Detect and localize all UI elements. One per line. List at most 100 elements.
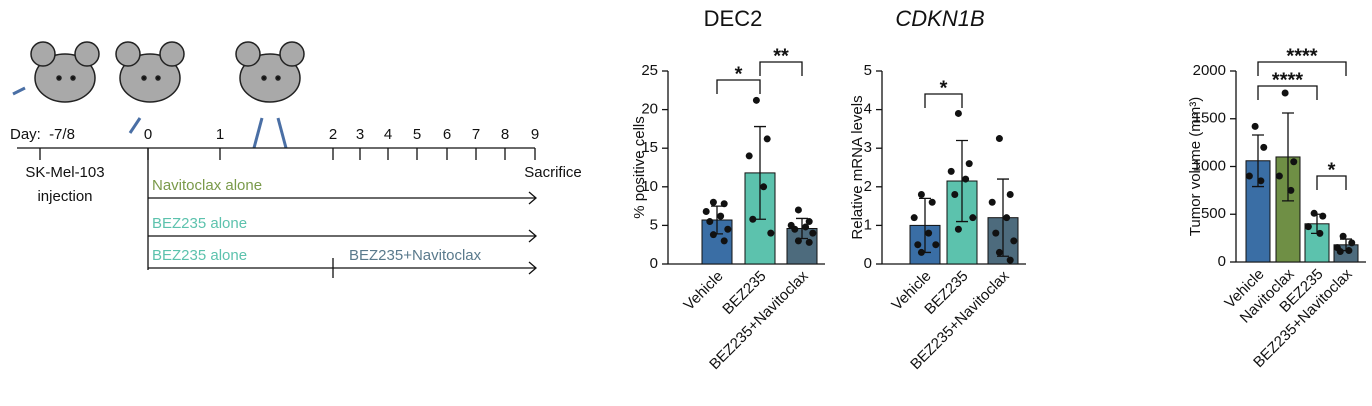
data-point	[709, 198, 717, 206]
data-point	[794, 206, 802, 214]
data-point	[724, 225, 732, 233]
significance-label: ****	[1286, 45, 1317, 67]
data-point	[763, 135, 771, 143]
day-label: Day:	[10, 126, 41, 143]
significance-bracket	[924, 93, 963, 108]
chart-title: CDKN1B	[895, 6, 984, 31]
data-point	[992, 229, 1000, 237]
y-tick-label: 500	[1201, 205, 1226, 222]
significance-bracket	[716, 79, 761, 94]
data-point	[1336, 247, 1344, 255]
y-tick-label: 1500	[1193, 110, 1226, 127]
chart-title: DEC2	[704, 6, 763, 31]
data-point	[917, 191, 925, 199]
data-point	[947, 167, 955, 175]
y-tick-label: 20	[641, 101, 658, 118]
significance-label: *	[940, 77, 948, 99]
significance-label: ****	[1272, 69, 1303, 91]
y-tick-label: 10	[641, 178, 658, 195]
day-label: 0	[144, 126, 152, 143]
significance-bracket	[1257, 85, 1318, 100]
data-point	[1290, 158, 1298, 166]
error-bar	[1282, 112, 1294, 202]
y-axis-label: Tumor volume (mm³)	[1187, 97, 1204, 236]
y-tick-label: 25	[641, 62, 658, 79]
data-point	[925, 229, 933, 237]
data-point	[1010, 237, 1018, 245]
data-point	[932, 241, 940, 249]
data-point	[767, 229, 775, 237]
y-tick-label: 5	[650, 216, 658, 233]
data-point	[995, 135, 1003, 143]
y-tick-label: 5	[864, 62, 872, 79]
data-point	[988, 198, 996, 206]
data-point	[1006, 256, 1014, 264]
arm-arrowhead	[528, 191, 537, 205]
data-point	[1348, 239, 1356, 247]
data-point	[717, 212, 725, 220]
data-point	[965, 160, 973, 168]
data-point	[1251, 122, 1259, 130]
data-point	[805, 218, 813, 226]
data-point	[1345, 247, 1353, 255]
day-label: 3	[356, 126, 364, 143]
y-tick-label: 2000	[1193, 62, 1226, 79]
error-bar	[1252, 134, 1264, 188]
data-point	[914, 241, 922, 249]
y-tick-label: 15	[641, 139, 658, 156]
data-point	[1287, 186, 1295, 194]
arm-label: BEZ235 alone	[152, 215, 247, 232]
data-point	[709, 231, 717, 239]
data-point	[1275, 172, 1283, 180]
data-point	[951, 191, 959, 199]
arm-arrowhead	[528, 229, 537, 243]
data-point	[749, 215, 757, 223]
data-point	[745, 152, 753, 160]
end-label: Sacrifice	[524, 164, 582, 181]
y-tick-label: 0	[1218, 253, 1226, 270]
data-point	[969, 214, 977, 222]
arm-label: Navitoclax alone	[152, 177, 262, 194]
data-point	[910, 214, 918, 222]
data-point	[1339, 232, 1347, 240]
y-tick-label: 1000	[1193, 157, 1226, 174]
data-point	[954, 109, 962, 117]
day-label: 1	[216, 126, 224, 143]
y-tick-label: 4	[864, 101, 872, 118]
significance-label: *	[735, 63, 743, 85]
arm-label: BEZ235+Navitoclax	[349, 247, 482, 264]
data-point	[1006, 191, 1014, 199]
data-point	[706, 218, 714, 226]
y-tick-label: 0	[864, 255, 872, 272]
significance-label: **	[773, 45, 789, 67]
data-point	[1310, 209, 1318, 217]
data-point	[1260, 143, 1268, 151]
error-bar	[956, 139, 968, 223]
y-tick-label: 1	[864, 216, 872, 233]
day-label: 4	[384, 126, 392, 143]
data-point	[1257, 177, 1265, 185]
data-point	[1304, 223, 1312, 231]
data-point	[760, 183, 768, 191]
data-point	[752, 96, 760, 104]
data-point	[794, 237, 802, 245]
day-label: 5	[413, 126, 421, 143]
y-tick-label: 3	[864, 139, 872, 156]
data-point	[1245, 172, 1253, 180]
day-label: 7	[472, 126, 480, 143]
day-label: 2	[329, 126, 337, 143]
data-point	[954, 225, 962, 233]
mice	[12, 41, 305, 149]
start-label: SK-Mel-103 injection	[25, 164, 104, 205]
data-point	[720, 237, 728, 245]
arm-arrowhead	[528, 261, 537, 275]
data-point	[1003, 214, 1011, 222]
day-label: 6	[443, 126, 451, 143]
data-point	[720, 200, 728, 208]
data-point	[1316, 229, 1324, 237]
y-tick-label: 2	[864, 178, 872, 195]
significance-bracket	[1257, 61, 1347, 76]
significance-bracket	[1316, 175, 1347, 190]
day-label: 9	[531, 126, 539, 143]
